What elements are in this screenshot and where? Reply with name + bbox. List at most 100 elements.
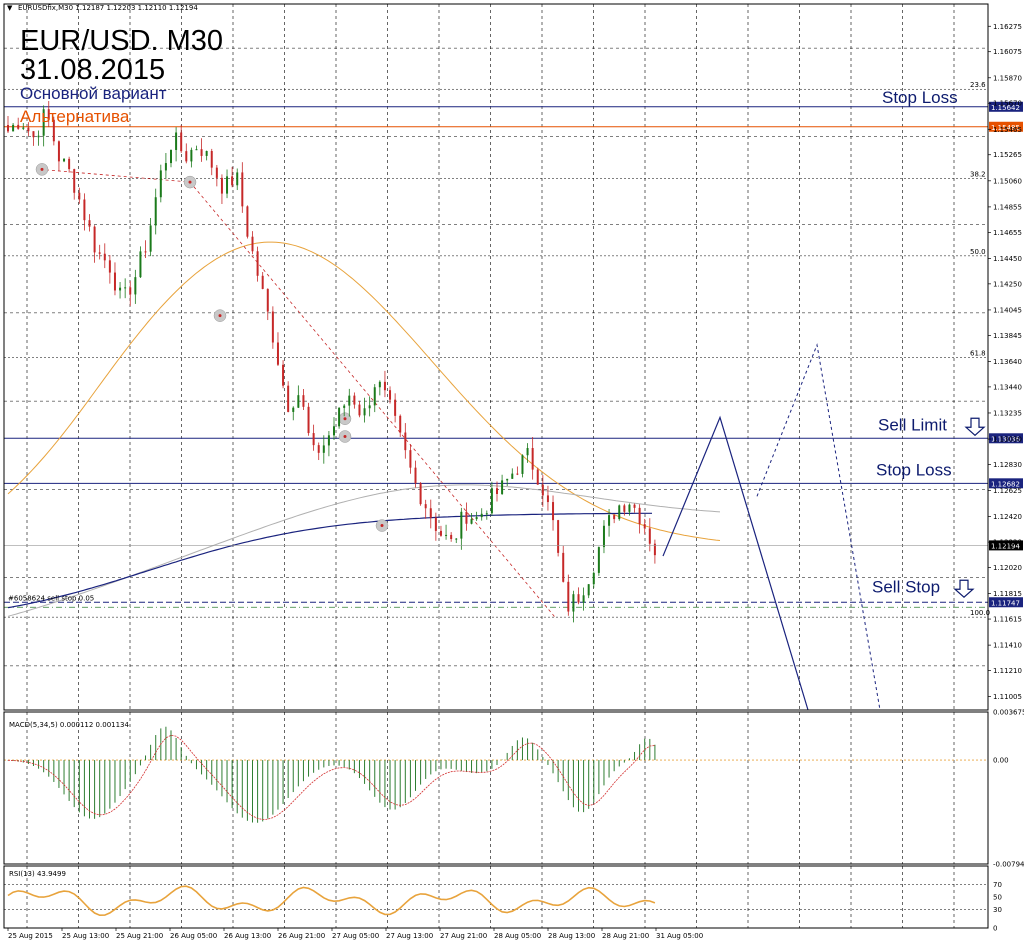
price-tick-label: 1.12830	[993, 461, 1022, 469]
candle-body	[348, 395, 351, 406]
candle-body	[475, 517, 478, 520]
fractal-dot	[40, 167, 44, 171]
candle-body	[419, 483, 422, 505]
fib-level-label: 23.6	[970, 81, 986, 89]
candle-body	[327, 435, 330, 446]
candle-body	[83, 199, 86, 221]
time-tick-label: 26 Aug 21:00	[278, 932, 325, 940]
candle-body	[602, 525, 605, 548]
arrow-down-icon	[953, 579, 975, 599]
main-forecast-path	[662, 415, 809, 711]
price-tick-label: 1.16075	[993, 48, 1022, 56]
price-tick-label: 1.13030	[993, 436, 1022, 444]
candle-body	[470, 519, 473, 524]
candle-body	[633, 504, 636, 508]
candle-body	[292, 407, 295, 412]
fractal-dot	[188, 180, 192, 184]
price-tick-label: 1.16275	[993, 23, 1022, 31]
time-tick-label: 28 Aug 21:00	[602, 932, 649, 940]
candle-body	[439, 530, 442, 536]
candle-body	[378, 381, 381, 388]
candle-body	[485, 513, 488, 515]
candle-body	[12, 124, 15, 132]
price-panel-frame	[3, 3, 989, 711]
symbol-line: EURUSDfix,M30 1.12187 1.12203 1.12110 1.…	[18, 4, 198, 12]
time-tick-label: 25 Aug 2015	[8, 932, 53, 940]
candle-body	[149, 225, 152, 252]
order-level-label: Stop Loss	[882, 88, 958, 107]
candle-body	[42, 109, 45, 136]
candle-body	[144, 251, 147, 253]
candle-body	[618, 505, 621, 520]
chevron-down-icon[interactable]: ▼	[7, 4, 13, 12]
price-tick-label: 1.14250	[993, 280, 1022, 288]
candle-body	[506, 478, 509, 481]
candle-body	[108, 260, 111, 273]
candle-body	[623, 505, 626, 512]
candlesticks: 1.12194	[4, 101, 1023, 623]
candle-body	[409, 450, 412, 468]
macd-grid	[4, 712, 988, 864]
candle-body	[546, 495, 549, 503]
candle-body	[653, 543, 656, 556]
chart-date: 31.08.2015	[20, 54, 165, 86]
candle-body	[261, 275, 264, 289]
candle-body	[37, 135, 40, 138]
time-tick-label: 31 Aug 05:00	[656, 932, 703, 940]
fib-level-label: 100.0	[970, 609, 990, 617]
candle-body	[139, 251, 142, 278]
candle-body	[577, 594, 580, 603]
candle-body	[434, 517, 437, 531]
chart-header: ▼ EURUSDfix,M30 1.12187 1.12203 1.12110 …	[7, 4, 223, 126]
price-tick-label: 1.15465	[993, 126, 1022, 134]
alt-plan-label: Альтернатива	[20, 107, 130, 126]
fib-level-label: 61.8	[970, 350, 986, 358]
price-tick-label: 1.11005	[993, 693, 1022, 701]
price-tick-label: 1.13845	[993, 332, 1022, 340]
candle-body	[628, 504, 631, 512]
price-tick-label: 1.13640	[993, 358, 1022, 366]
candle-body	[256, 251, 259, 276]
candle-body	[353, 395, 356, 405]
panel-frames	[3, 3, 989, 929]
candle-body	[541, 484, 544, 496]
candle-body	[490, 488, 493, 514]
alt-forecast-path	[756, 343, 881, 711]
candle-body	[567, 581, 570, 612]
macd-tick-label: -0.007945	[993, 861, 1024, 869]
last-price-tag-text: 1.12194	[991, 542, 1020, 550]
candle-body	[557, 520, 560, 553]
main-plan-label: Основной вариант	[20, 84, 167, 103]
last-price-tag	[989, 540, 1023, 551]
candle-body	[613, 515, 616, 520]
time-tick-label: 27 Aug 13:00	[386, 932, 433, 940]
arrow-down-icon	[964, 417, 986, 437]
candle-body	[536, 469, 539, 485]
candle-body	[93, 226, 96, 253]
price-level-tag	[989, 121, 1023, 132]
candle-body	[516, 473, 519, 475]
candle-body	[302, 395, 305, 407]
candle-body	[195, 149, 198, 151]
candle-body	[307, 406, 310, 434]
price-level-tag-text: 1.11747	[991, 599, 1020, 607]
candle-body	[373, 387, 376, 406]
candle-body	[220, 177, 223, 194]
candle-body	[282, 364, 285, 386]
candle-body	[27, 127, 30, 132]
pending-order-note: #6058624 sell stop 0.05	[8, 594, 94, 602]
candle-body	[643, 524, 646, 529]
time-axis: 25 Aug 2015 25 Aug 13:00 25 Aug 21:00 26 Au…	[7, 928, 703, 940]
candle-body	[608, 515, 611, 526]
candle-body	[297, 395, 300, 408]
candle-body	[460, 511, 463, 539]
candle-body	[592, 572, 595, 585]
candle-body	[587, 584, 590, 596]
order-level-label: Stop Loss	[876, 460, 952, 479]
candle-body	[180, 132, 183, 152]
rsi-tick-label: 70	[993, 881, 1002, 889]
candle-body	[47, 109, 50, 120]
fib-level-label: 38.2	[970, 170, 986, 178]
candle-body	[210, 150, 213, 168]
